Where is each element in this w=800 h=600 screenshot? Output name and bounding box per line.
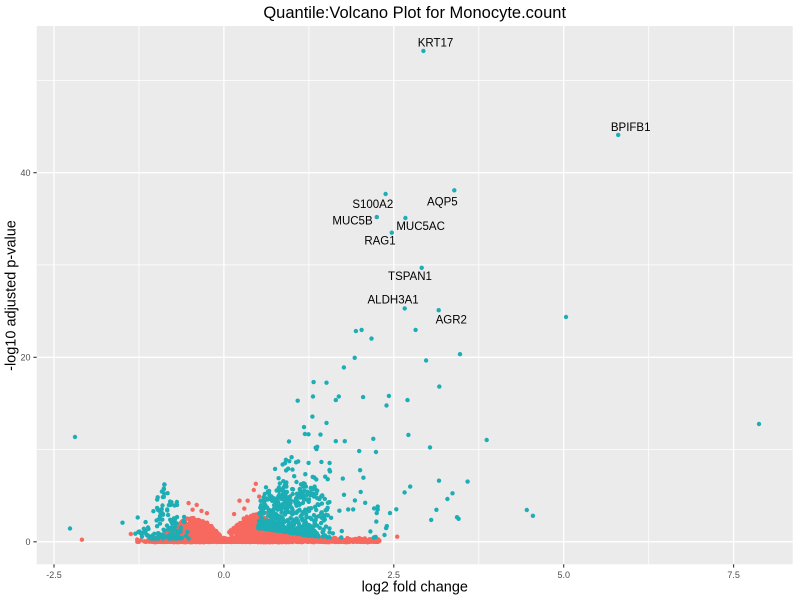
svg-text:20: 20 (20, 353, 30, 363)
svg-text:40: 40 (20, 168, 30, 178)
svg-text:MUC5AC: MUC5AC (396, 221, 445, 233)
svg-text:ALDH3A1: ALDH3A1 (368, 295, 419, 307)
svg-text:BPIFB1: BPIFB1 (611, 122, 651, 134)
svg-text:S100A2: S100A2 (352, 199, 393, 211)
svg-text:AQP5: AQP5 (427, 197, 458, 209)
svg-text:-log10 adjusted p-value: -log10 adjusted p-value (4, 220, 20, 371)
svg-text:log2 fold change: log2 fold change (362, 580, 468, 596)
svg-text:Quantile:Volcano Plot for Mono: Quantile:Volcano Plot for Monocyte.count (263, 4, 566, 22)
svg-text:0.0: 0.0 (218, 570, 231, 580)
svg-text:TSPAN1: TSPAN1 (388, 271, 432, 283)
svg-text:MUC5B: MUC5B (332, 216, 373, 228)
svg-text:2.5: 2.5 (388, 570, 401, 580)
svg-text:AGR2: AGR2 (436, 315, 467, 327)
svg-text:-2.5: -2.5 (46, 570, 62, 580)
svg-text:0: 0 (25, 537, 30, 547)
svg-text:5.0: 5.0 (557, 570, 570, 580)
svg-text:KRT17: KRT17 (418, 38, 454, 50)
svg-text:7.5: 7.5 (727, 570, 740, 580)
svg-text:RAG1: RAG1 (364, 235, 395, 247)
